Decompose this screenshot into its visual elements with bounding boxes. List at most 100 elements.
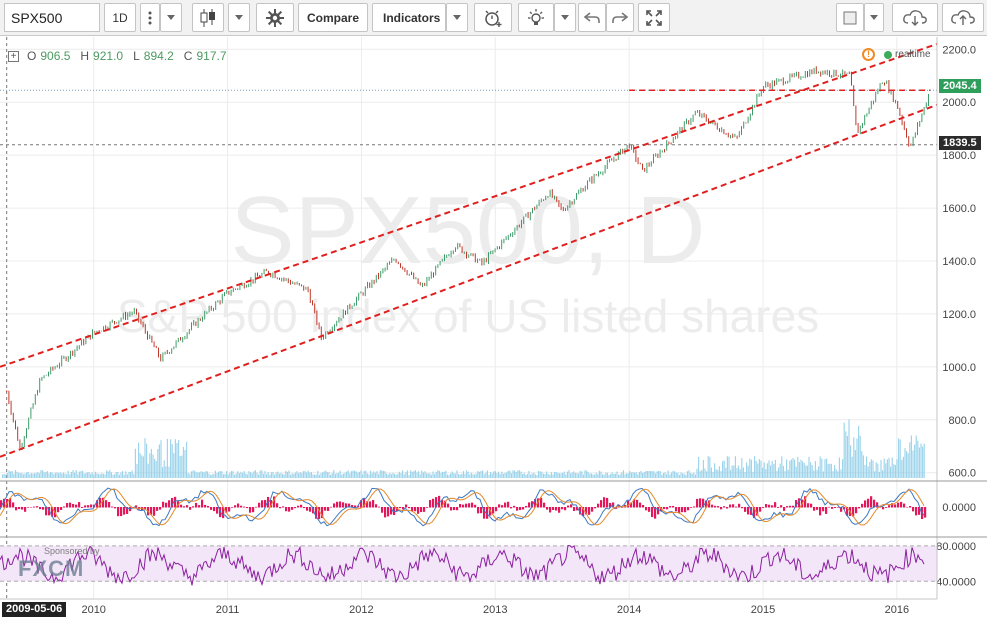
macd-hist-bar — [171, 497, 174, 508]
volume-bar — [872, 460, 874, 478]
volume-bar — [758, 459, 760, 478]
compare-button[interactable]: Compare — [298, 3, 368, 32]
gear-icon — [266, 8, 284, 27]
current-price-tag: 2045.4 — [939, 79, 981, 93]
volume-bar — [718, 466, 720, 478]
macd-hist-bar — [156, 507, 159, 511]
volume-bar — [757, 463, 759, 478]
interval-dropdown-button[interactable] — [160, 3, 182, 32]
volume-bar — [307, 470, 309, 478]
macd-hist-bar — [222, 507, 225, 519]
time-axis[interactable]: 2010 2011 2012 2013 2014 2015 2016 — [81, 604, 909, 616]
interval-button[interactable]: 1D — [104, 3, 136, 32]
chart-style-dropdown[interactable] — [228, 3, 250, 32]
volume-bar — [374, 472, 376, 478]
volume-bar — [800, 459, 802, 478]
price-chart[interactable]: SPX500, D S&P 500 index of US listed sha… — [0, 37, 987, 617]
save-chart-button[interactable] — [942, 3, 984, 32]
volume-bar — [355, 471, 357, 478]
fullscreen-icon — [646, 9, 662, 26]
volume-bar — [230, 470, 232, 478]
trendline[interactable] — [0, 43, 938, 368]
candlestick-icon — [200, 8, 215, 27]
macd-hist-bar — [918, 507, 921, 515]
ideas-button[interactable] — [518, 3, 554, 32]
indicators-dropdown[interactable] — [446, 3, 468, 32]
volume-bar — [629, 470, 631, 478]
volume-bar — [381, 470, 383, 478]
volume-bar — [541, 471, 543, 478]
volume-bar — [701, 469, 703, 478]
volume-bar — [760, 460, 762, 478]
volume-bar — [560, 473, 562, 478]
symbol-input[interactable] — [4, 3, 100, 32]
volume-bar — [792, 457, 794, 478]
volume-bar — [811, 465, 813, 478]
undo-button[interactable] — [578, 3, 606, 32]
trendlines[interactable] — [0, 43, 938, 458]
chart-style-button[interactable] — [192, 3, 224, 32]
volume-bar — [586, 470, 588, 478]
volume-bar — [373, 471, 375, 478]
volume-bar — [251, 473, 253, 478]
chart-area[interactable]: SPX500, D S&P 500 index of US listed sha… — [0, 37, 987, 617]
volume-bar — [262, 473, 264, 478]
volume-bar — [386, 473, 388, 478]
layout-button[interactable] — [836, 3, 864, 32]
macd-hist-bar — [618, 504, 621, 508]
sponsor-badge[interactable]: Sponsored by FXCM — [18, 546, 100, 582]
volume-bar — [389, 472, 391, 478]
rsi-tick-label: 40.0000 — [936, 576, 976, 588]
volume-bar — [413, 471, 415, 478]
volume-bar — [914, 444, 916, 478]
volume-bar — [414, 470, 416, 478]
volume-bar — [235, 473, 237, 478]
volume-bar — [75, 470, 77, 478]
volume-bar — [526, 474, 528, 478]
fullscreen-button[interactable] — [638, 3, 670, 32]
volume-bar — [709, 456, 711, 478]
settings-button[interactable] — [256, 3, 294, 32]
macd-hist-bar — [108, 502, 111, 508]
macd-hist-bar — [600, 500, 603, 508]
load-chart-button[interactable] — [892, 3, 938, 32]
macd-signal-line — [0, 488, 925, 526]
volume-bar — [10, 471, 12, 478]
volume-bar — [237, 471, 239, 478]
macd-hist-bar — [72, 503, 75, 508]
macd-hist-bar — [252, 507, 255, 513]
macd-hist-bar — [90, 504, 93, 508]
volume-bar — [19, 473, 21, 478]
interval-menu-icon[interactable] — [140, 3, 160, 32]
macd-hist-bar — [507, 501, 510, 508]
trendline[interactable] — [0, 103, 938, 458]
volume-bar — [378, 474, 380, 478]
volume-bar — [578, 473, 580, 478]
ideas-dropdown[interactable] — [554, 3, 576, 32]
price-axis[interactable]: 2200.0 2000.0 1800.0 1600.0 1400.0 1200.0 1000… — [942, 44, 976, 479]
layout-dropdown[interactable] — [864, 3, 884, 32]
redo-button[interactable] — [606, 3, 634, 32]
macd-hist-bar — [513, 505, 516, 508]
macd-hist-bar — [96, 500, 99, 508]
macd-hist-bar — [726, 507, 729, 509]
indicators-button[interactable]: Indicators — [372, 3, 446, 32]
warning-icon[interactable]: ! — [862, 48, 875, 61]
volume-bar — [787, 469, 789, 478]
macd-hist-bar — [519, 507, 522, 511]
volume-bar — [438, 470, 440, 478]
price-tick-label: 1600.0 — [942, 203, 976, 215]
volume-bar — [605, 472, 607, 478]
volume-bar — [819, 456, 821, 478]
expand-legend-icon[interactable]: + — [8, 50, 19, 62]
macd-hist-bar — [675, 507, 678, 512]
volume-bar — [805, 465, 807, 478]
macd-hist-bar — [582, 507, 585, 516]
alert-button[interactable] — [474, 3, 512, 32]
volume-bar — [664, 472, 666, 478]
volume-bar — [846, 435, 848, 478]
macd-hist-bar — [456, 507, 459, 511]
volume-bar — [659, 471, 661, 478]
volume-bar — [766, 463, 768, 478]
volume-bar — [773, 463, 775, 478]
